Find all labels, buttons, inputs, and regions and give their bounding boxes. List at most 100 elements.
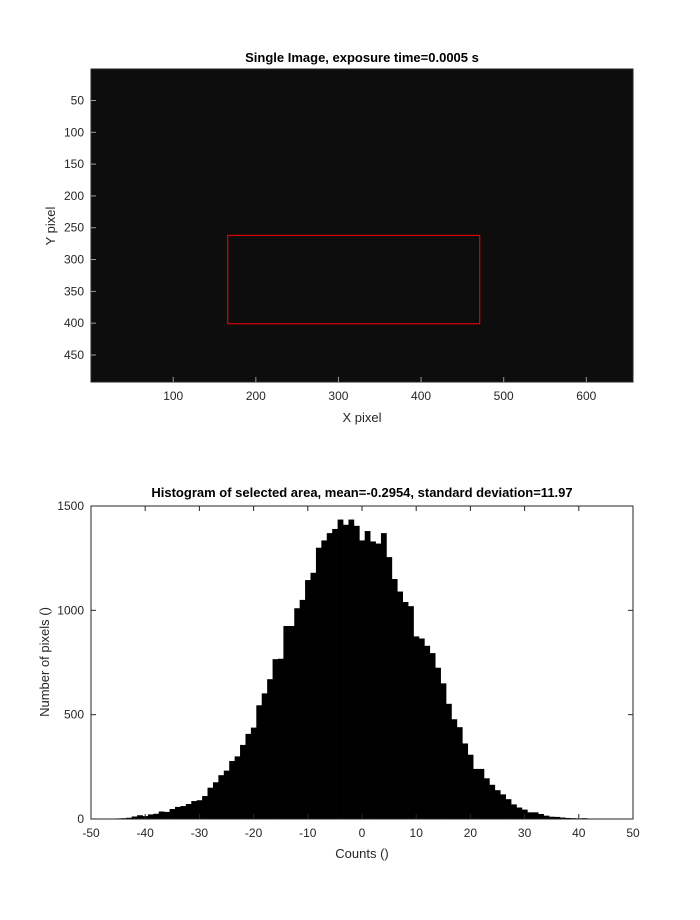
histogram-bar — [337, 519, 344, 819]
histogram-bar — [343, 524, 349, 819]
histogram-bar — [543, 815, 550, 819]
histogram-bar — [435, 667, 441, 819]
histogram-bar — [565, 817, 572, 819]
image-x-tick-label: 600 — [576, 389, 596, 403]
histogram-panel: Histogram of selected area, mean=-0.2954… — [37, 485, 640, 861]
histogram-bar — [473, 768, 479, 819]
histogram-bar — [229, 760, 235, 819]
histogram-bar — [267, 679, 273, 819]
histogram-bar — [261, 693, 268, 819]
histogram-bar — [272, 659, 279, 819]
histogram-bar — [413, 636, 420, 819]
histogram-bar — [326, 533, 333, 819]
histogram-x-tick-label: 50 — [626, 826, 640, 840]
image-x-tick-label: 300 — [328, 389, 348, 403]
histogram-bar — [462, 743, 469, 819]
histogram-bar — [364, 531, 371, 819]
histogram-y-tick-labels: 0 500 1000 1500 — [57, 499, 633, 826]
histogram-bar — [402, 601, 409, 819]
histogram-bar — [500, 794, 506, 819]
image-x-tick-label: 100 — [163, 389, 183, 403]
image-title: Single Image, exposure time=0.0005 s — [245, 50, 479, 65]
image-y-tick-label: 350 — [64, 284, 84, 298]
histogram-bar — [397, 591, 403, 819]
histogram-bar — [424, 645, 431, 819]
histogram-bar — [429, 653, 436, 819]
image-y-tick-label: 50 — [71, 93, 85, 107]
histogram-bar — [408, 606, 414, 819]
image-x-tick-label: 400 — [411, 389, 431, 403]
histogram-bar — [370, 541, 376, 819]
histogram-bar — [538, 813, 544, 819]
histogram-bar — [147, 814, 154, 819]
histogram-y-label: Number of pixels () — [37, 607, 52, 717]
histogram-bar — [418, 638, 425, 819]
histogram-x-tick-label: -40 — [137, 826, 155, 840]
histogram-bar — [494, 790, 501, 819]
histogram-bar — [288, 625, 295, 819]
histogram-bar — [158, 811, 165, 819]
image-y-tick-label: 250 — [64, 221, 84, 235]
roi-box — [227, 234, 481, 325]
histogram-bar — [380, 533, 387, 819]
histogram-bar — [440, 683, 447, 819]
image-y-tick-label: 150 — [64, 157, 84, 171]
histogram-bar — [153, 813, 160, 819]
histogram-bar — [554, 816, 561, 819]
histogram-bar — [332, 528, 338, 819]
histogram-bar — [456, 727, 463, 819]
histogram-bar — [451, 719, 458, 819]
histogram-bar — [299, 599, 306, 819]
histogram-bar — [527, 812, 534, 819]
histogram-bar — [256, 705, 263, 819]
histogram-bar — [483, 778, 490, 819]
image-y-label: Y pixel — [43, 207, 58, 246]
histogram-y-tick-label: 1000 — [57, 603, 84, 617]
histogram-bar — [164, 811, 170, 819]
histogram-y-tick-label: 1500 — [57, 499, 84, 513]
histogram-bar — [505, 799, 512, 819]
histogram-x-tick-label: 10 — [410, 826, 424, 840]
histogram-bar — [191, 801, 198, 819]
histogram-bar — [250, 727, 257, 819]
image-y-tick-label: 400 — [64, 316, 84, 330]
histogram-bar — [202, 796, 208, 819]
histogram-bar — [548, 816, 555, 819]
histogram-bar — [175, 806, 181, 819]
histogram-bar — [467, 754, 474, 819]
histogram-bar — [315, 547, 322, 819]
histogram-x-tick-label: 30 — [518, 826, 532, 840]
histogram-bar — [218, 775, 225, 819]
image-y-tick-label: 200 — [64, 189, 84, 203]
histogram-bar — [391, 579, 398, 819]
histogram-title: Histogram of selected area, mean=-0.2954… — [151, 485, 572, 500]
histogram-bar — [321, 540, 328, 819]
histogram-bar — [516, 807, 523, 819]
histogram-bar — [559, 817, 566, 819]
histogram-bar — [185, 803, 192, 819]
histogram-bar — [348, 519, 355, 819]
image-panel: Single Image, exposure time=0.0005 s 100… — [43, 50, 634, 425]
histogram-x-tick-labels: -50 -40 -30 -20 -10 0 10 20 30 40 50 — [82, 506, 640, 840]
image-y-tick-label: 100 — [64, 125, 84, 139]
histogram-bar — [126, 817, 132, 819]
histogram-x-tick-label: 20 — [464, 826, 478, 840]
histogram-bar — [131, 816, 138, 819]
histogram-bar — [353, 525, 360, 819]
histogram-y-tick-label: 500 — [64, 708, 84, 722]
histogram-bar — [240, 744, 246, 819]
histogram-x-tick-label: 0 — [359, 826, 366, 840]
image-y-tick-label: 300 — [64, 253, 84, 267]
image-x-label: X pixel — [342, 410, 381, 425]
image-y-tick-labels: 50 100 150 200 250 300 350 400 450 — [64, 93, 96, 362]
image-y-tick-label: 450 — [64, 348, 84, 362]
histogram-bars — [99, 519, 626, 819]
histogram-bar — [277, 658, 284, 819]
histogram-x-label: Counts () — [335, 846, 388, 861]
histogram-y-tick-label: 0 — [77, 812, 84, 826]
histogram-bar — [234, 756, 241, 819]
image-area — [90, 68, 634, 383]
histogram-bar — [283, 625, 290, 819]
histogram-bar — [137, 815, 143, 819]
